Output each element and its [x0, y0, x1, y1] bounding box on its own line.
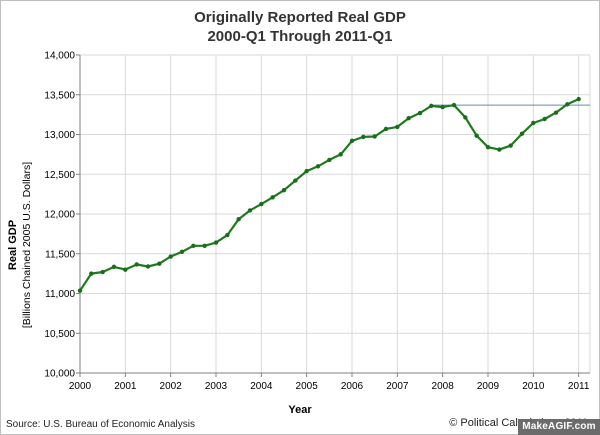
y-tick-label: 11,500 [45, 249, 75, 260]
data-point [89, 271, 94, 276]
data-point [247, 208, 253, 213]
data-point [531, 120, 536, 126]
source-note: Source: U.S. Bureau of Economic Analysis [6, 419, 195, 430]
data-point [281, 187, 287, 193]
series-line [79, 98, 580, 292]
data-point [157, 261, 162, 266]
x-tick-label: 2002 [160, 381, 183, 392]
y-tick-label: 10,000 [44, 369, 75, 380]
data-point [191, 243, 196, 248]
y-axis-label-line1: Real GDP [7, 219, 19, 271]
y-axis-label-line2: [Billions Chained 2005 U.S. Dollars] [21, 161, 33, 329]
y-tick-label: 12,500 [44, 170, 75, 181]
y-tick-label: 10,500 [44, 329, 75, 340]
data-point [179, 249, 185, 254]
data-point [259, 201, 264, 207]
data-point [383, 126, 389, 132]
data-point [372, 134, 377, 139]
y-tick-label: 13,000 [44, 130, 75, 141]
data-point [77, 288, 83, 293]
y-tick-label: 14,000 [44, 51, 75, 62]
data-point [474, 133, 479, 138]
data-point [270, 195, 275, 200]
x-axis-label: Year [288, 404, 312, 416]
data-point [315, 164, 321, 169]
x-tick-label: 2006 [341, 381, 364, 392]
x-tick-label: 2005 [296, 381, 319, 392]
x-tick-label: 2010 [522, 381, 545, 392]
x-tick-label: 2000 [69, 381, 92, 392]
x-tick-label: 2001 [114, 381, 137, 392]
data-point [168, 254, 173, 259]
data-point [440, 104, 445, 110]
axes [76, 54, 590, 377]
y-tick-label: 11,000 [45, 289, 75, 300]
data-point [100, 269, 105, 275]
y-axis-label: Real GDP [Billions Chained 2005 U.S. Dol… [6, 162, 34, 328]
data-point [361, 134, 366, 140]
data-point [542, 116, 547, 122]
data-point [395, 124, 400, 130]
data-point [123, 267, 128, 272]
data-point [463, 115, 468, 120]
chart-title: Originally Reported Real GDP [194, 9, 406, 26]
data-point [485, 145, 491, 150]
data-point [134, 262, 139, 267]
x-tick-label: 2009 [477, 381, 500, 392]
series-real-gdp [77, 96, 581, 293]
data-point [497, 147, 502, 152]
data-point [327, 157, 332, 163]
data-point [349, 138, 355, 144]
data-point [225, 232, 230, 238]
data-point [202, 243, 207, 248]
data-point [553, 110, 559, 115]
x-tick-label: 2008 [432, 381, 455, 392]
data-point [213, 240, 219, 245]
gridlines [79, 54, 591, 374]
data-point [406, 116, 411, 121]
data-point [451, 102, 457, 108]
data-point [508, 143, 513, 148]
data-point [429, 103, 434, 109]
data-point [293, 178, 298, 183]
data-point [145, 264, 151, 269]
data-point [304, 168, 309, 174]
data-point [519, 131, 525, 136]
x-tick-label: 2003 [205, 381, 228, 392]
watermark-badge: MakeAGIF.com [518, 419, 600, 435]
y-tick-label: 12,000 [44, 210, 75, 221]
x-tick-label: 2011 [568, 381, 590, 392]
x-tick-labels: 2000 2001 2002 2003 2004 2005 2006 2007 2008 2009… [69, 381, 590, 392]
x-tick-label: 2004 [250, 381, 273, 392]
chart-subtitle: 2000-Q1 Through 2011-Q1 [207, 28, 393, 45]
x-tick-label: 2007 [386, 381, 409, 392]
data-point [565, 102, 570, 107]
data-point [338, 152, 343, 157]
data-point [236, 216, 241, 222]
y-tick-label: 13,500 [44, 90, 75, 101]
data-point [417, 110, 423, 116]
data-point [111, 264, 117, 270]
data-point [576, 96, 581, 102]
y-tick-labels: 10,000 10,500 11,000 11,500 12,000 12,500 13,0… [44, 51, 75, 380]
